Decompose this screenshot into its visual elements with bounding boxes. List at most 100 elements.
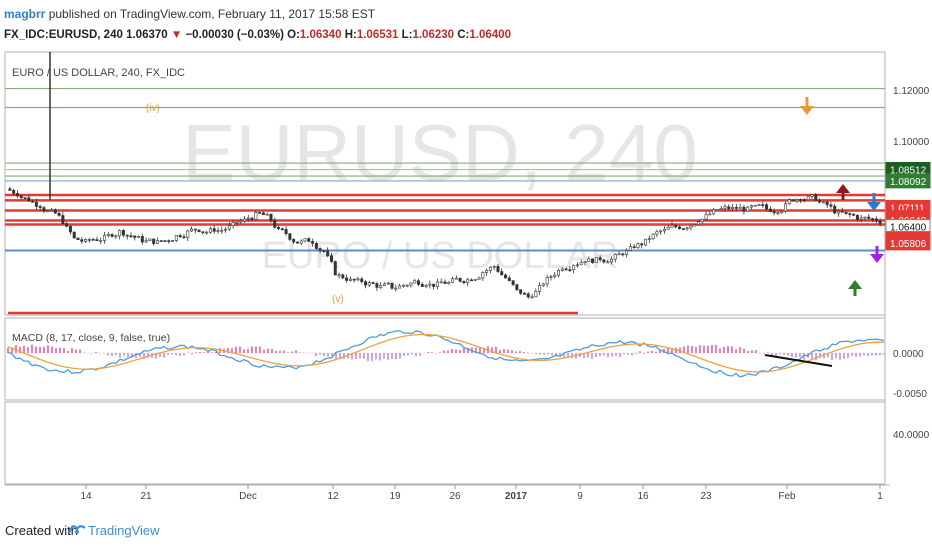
candle-body (284, 229, 288, 235)
candle-body (591, 258, 595, 263)
tradingview-brand[interactable]: TradingView (88, 523, 160, 538)
candle-body (829, 204, 833, 207)
candle-body (723, 206, 727, 209)
indicator-pane[interactable] (4, 401, 886, 485)
candle-body (575, 264, 579, 267)
candle-body (341, 274, 345, 279)
time-tick-label: 26 (449, 491, 461, 502)
candle-body (772, 211, 776, 214)
time-tick-label: 19 (389, 491, 401, 502)
candle-body (295, 241, 299, 244)
candle-body (367, 282, 371, 286)
time-tick-label: 21 (140, 491, 152, 502)
price-axis-labels: 1.085121.080921.071111.067321.066431.064… (885, 161, 931, 251)
candle-body (538, 285, 542, 292)
low-value: 1.06230 (412, 29, 455, 41)
candle-body (522, 293, 526, 295)
blue-down-arrow (867, 193, 881, 211)
candle-body (80, 239, 84, 242)
candle-body (405, 284, 409, 287)
candle-body (802, 199, 806, 201)
price-chart[interactable]: EURUSD, 240 EURO / US DOLLAR EURO / US D… (0, 0, 932, 510)
candle-body (613, 254, 617, 260)
candle-body (273, 220, 277, 228)
down-triangle-icon: ▼ (170, 29, 183, 41)
candle-body (708, 213, 712, 216)
green-up-arrow (848, 280, 862, 296)
candle-body (72, 231, 76, 239)
candle-body (76, 237, 80, 240)
candle-body (360, 278, 364, 282)
candle-body (492, 265, 496, 268)
candle-body (220, 229, 224, 232)
candle-body (178, 235, 182, 238)
time-tick-label: 12 (327, 491, 339, 502)
candle-body (825, 201, 829, 206)
time-tick-label: 14 (80, 491, 92, 502)
candle-body (121, 230, 125, 236)
candle-body (696, 221, 700, 225)
candle-body (386, 282, 390, 285)
macd-tick-neg: -0.0050 (893, 389, 927, 400)
author-link[interactable]: magbrr (4, 7, 46, 21)
candle-body (382, 283, 386, 286)
candle-body (557, 269, 561, 276)
candle-body (269, 213, 273, 221)
low-label: L: (401, 29, 413, 41)
candle-body (125, 234, 129, 237)
candle-body (144, 240, 148, 243)
candle-body (239, 220, 243, 223)
price-label-text: 1.08092 (890, 177, 927, 188)
time-axis: 14 21 Dec 12 19 26 2017 9 16 23 Feb 1 (80, 485, 883, 502)
candle-body (500, 271, 504, 276)
footer: Created with TradingView (0, 510, 932, 550)
candle-body (644, 238, 648, 246)
candle-body (863, 216, 867, 219)
candle-body (129, 235, 133, 238)
published-text: published on TradingView.com, February 1… (48, 7, 376, 21)
candle-body (568, 269, 572, 271)
candle-body (852, 213, 856, 216)
candle-body (625, 250, 629, 255)
macd-line (7, 330, 885, 378)
orange-down-arrow (800, 97, 814, 115)
candle-body (712, 209, 716, 215)
candle-body (352, 278, 356, 281)
candle-body (31, 200, 35, 203)
candle-body (110, 234, 114, 237)
candle-body (227, 225, 231, 230)
candle-body (746, 206, 750, 212)
candle-body (250, 217, 254, 220)
candle-body (666, 227, 670, 230)
candle-body (855, 215, 859, 220)
price-label-text: 1.07111 (890, 203, 925, 214)
candle-body (784, 203, 788, 212)
candle-body (469, 279, 473, 282)
candle-body (560, 268, 564, 271)
main-pane[interactable] (4, 51, 886, 316)
candle-body (606, 261, 610, 264)
candle-body (572, 265, 576, 270)
candle-body (159, 240, 163, 242)
candle-body (19, 195, 23, 198)
candle-body (277, 227, 281, 229)
candle-body (481, 272, 485, 279)
macd-pane[interactable] (4, 317, 886, 401)
candle-body (265, 213, 269, 216)
candle-body (46, 210, 50, 213)
candle-body (636, 243, 640, 248)
candle-body (674, 224, 678, 228)
candle-body (53, 209, 57, 214)
tradingview-logo-icon[interactable] (68, 520, 86, 536)
candle-body (42, 207, 46, 212)
candle-body (258, 212, 262, 214)
candle-body (878, 220, 882, 224)
candle-body (874, 218, 878, 222)
candle-body (216, 230, 220, 232)
candle-body (795, 199, 799, 202)
candle-body (401, 284, 405, 287)
chart-title: EURO / US DOLLAR, 240, FX_IDC (12, 67, 185, 79)
candle-body (65, 223, 69, 227)
candle-body (23, 197, 27, 199)
candle-body (50, 209, 54, 212)
